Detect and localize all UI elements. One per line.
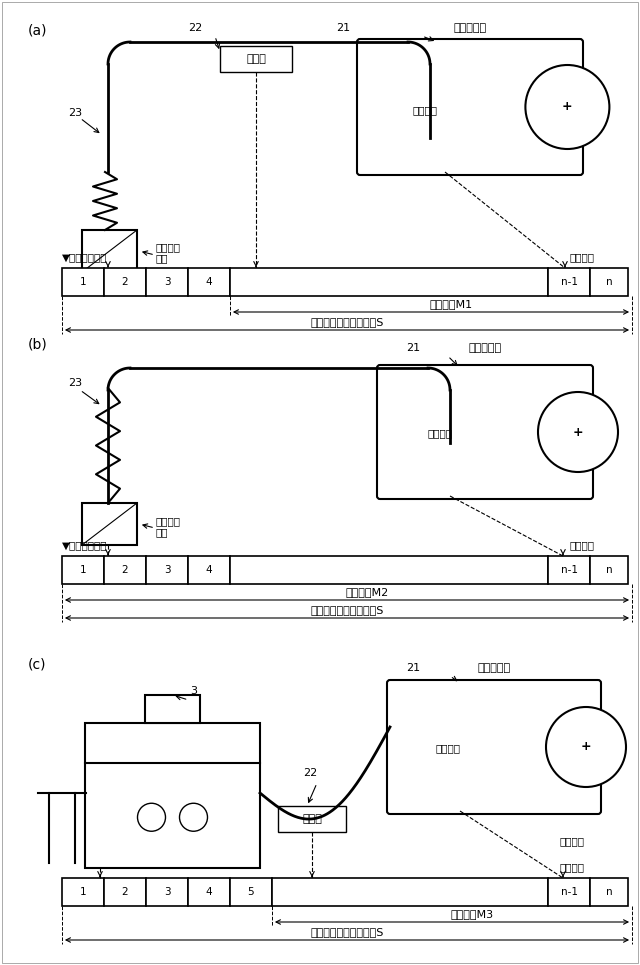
Text: 転写位置: 転写位置 xyxy=(570,540,595,550)
Text: 視認距離M1: 視認距離M1 xyxy=(429,299,472,309)
Bar xyxy=(82,230,137,272)
Bar xyxy=(590,556,628,584)
Text: 転写位置: 転写位置 xyxy=(570,252,595,262)
Text: 23: 23 xyxy=(68,108,82,118)
Text: 転写位置: 転写位置 xyxy=(428,428,452,438)
Text: 視認距離M3: 視認距離M3 xyxy=(451,909,493,919)
Bar xyxy=(104,556,146,584)
Text: n-1: n-1 xyxy=(561,887,577,897)
Text: (c): (c) xyxy=(28,658,47,672)
Bar xyxy=(188,878,230,906)
Bar xyxy=(85,723,260,868)
Bar xyxy=(145,695,200,723)
Text: n-1: n-1 xyxy=(561,565,577,575)
Text: スタッカーまでの距離S: スタッカーまでの距離S xyxy=(310,317,384,327)
Bar xyxy=(272,878,548,906)
Text: 印刷機構部: 印刷機構部 xyxy=(453,23,486,33)
Text: ▼スタック位置: ▼スタック位置 xyxy=(62,252,108,262)
Text: n: n xyxy=(605,887,612,897)
Text: 転写位置: 転写位置 xyxy=(413,105,438,115)
Text: 3: 3 xyxy=(164,565,170,575)
Text: スタッカーまでの距離S: スタッカーまでの距離S xyxy=(310,927,384,937)
Text: 5: 5 xyxy=(248,887,254,897)
Text: 4: 4 xyxy=(205,565,212,575)
Bar xyxy=(548,556,590,584)
Circle shape xyxy=(138,803,166,831)
Text: +: + xyxy=(562,100,573,114)
Circle shape xyxy=(179,803,207,831)
Text: 視認部: 視認部 xyxy=(302,814,322,824)
FancyBboxPatch shape xyxy=(377,365,593,499)
Text: スタック
位置: スタック 位置 xyxy=(155,242,180,263)
Circle shape xyxy=(538,392,618,472)
Bar xyxy=(104,878,146,906)
Text: 2: 2 xyxy=(122,887,128,897)
FancyBboxPatch shape xyxy=(387,680,601,814)
Text: 転写位置: 転写位置 xyxy=(435,743,461,753)
Text: 4: 4 xyxy=(205,277,212,287)
Text: 視認距離M2: 視認距離M2 xyxy=(346,587,388,597)
Text: ▼スタック位置: ▼スタック位置 xyxy=(62,540,108,550)
Bar xyxy=(82,503,137,545)
Circle shape xyxy=(525,65,609,149)
Text: スタック
位置: スタック 位置 xyxy=(155,516,180,538)
Text: 4: 4 xyxy=(205,887,212,897)
Text: 視認部: 視認部 xyxy=(246,54,266,64)
Text: 23: 23 xyxy=(68,378,82,388)
Bar xyxy=(590,268,628,296)
Bar xyxy=(146,268,188,296)
Text: 3: 3 xyxy=(164,277,170,287)
Bar xyxy=(220,46,292,72)
Text: +: + xyxy=(573,426,583,438)
Bar xyxy=(62,556,104,584)
Bar xyxy=(230,268,548,296)
Bar xyxy=(230,556,548,584)
Text: 1: 1 xyxy=(80,277,86,287)
Text: 21: 21 xyxy=(336,23,350,33)
Bar xyxy=(278,806,346,832)
Bar xyxy=(62,878,104,906)
Bar xyxy=(146,878,188,906)
FancyBboxPatch shape xyxy=(357,39,583,175)
Text: n-1: n-1 xyxy=(561,277,577,287)
Text: 2: 2 xyxy=(122,565,128,575)
Bar xyxy=(188,268,230,296)
Text: スタッカーまでの距離S: スタッカーまでの距離S xyxy=(310,605,384,615)
Bar xyxy=(104,268,146,296)
Text: 21: 21 xyxy=(406,663,420,673)
Bar xyxy=(548,268,590,296)
Circle shape xyxy=(546,707,626,787)
Bar xyxy=(548,878,590,906)
Bar xyxy=(62,268,104,296)
Text: (a): (a) xyxy=(28,23,47,37)
Bar xyxy=(230,878,272,906)
Text: 22: 22 xyxy=(188,23,202,33)
Text: 1: 1 xyxy=(80,565,86,575)
Bar xyxy=(590,878,628,906)
Text: 印刷機構部: 印刷機構部 xyxy=(468,343,502,353)
Text: 3: 3 xyxy=(191,686,198,696)
Text: (b): (b) xyxy=(28,338,48,352)
Text: 印刷機構部: 印刷機構部 xyxy=(477,663,511,673)
Text: 22: 22 xyxy=(303,768,317,778)
Text: 1: 1 xyxy=(80,887,86,897)
Text: 転写位置: 転写位置 xyxy=(560,836,585,846)
Bar xyxy=(146,556,188,584)
Text: 21: 21 xyxy=(406,343,420,353)
Text: 2: 2 xyxy=(122,277,128,287)
Bar xyxy=(188,556,230,584)
Text: n: n xyxy=(605,565,612,575)
Text: 3: 3 xyxy=(164,887,170,897)
Text: 転写位置: 転写位置 xyxy=(560,862,585,872)
Text: +: + xyxy=(580,740,591,754)
Text: n: n xyxy=(605,277,612,287)
